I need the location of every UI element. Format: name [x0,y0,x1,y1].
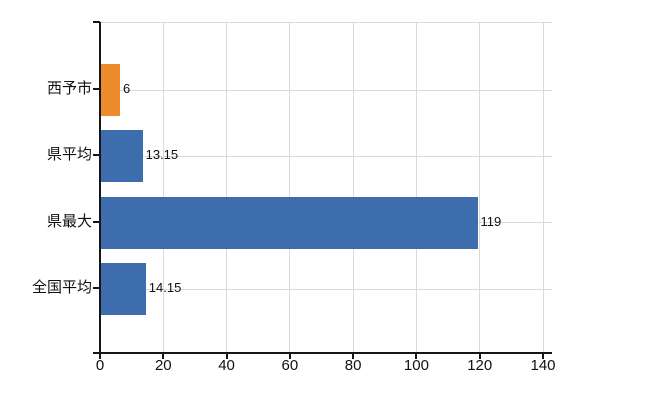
y-axis-top-tick [93,21,100,23]
x-axis-tick [415,354,418,359]
plot-area [100,22,552,354]
value-label: 119 [480,213,502,229]
horizontal-gridline [100,89,552,91]
y-axis-tick [93,88,100,90]
vertical-gridline [162,23,164,354]
x-axis-tick [542,354,544,359]
y-axis-tick [93,287,100,289]
y-axis-tick [93,154,100,157]
x-axis-tick [225,354,228,359]
x-tick-label: 60 [281,357,299,374]
vertical-gridline [479,23,481,354]
horizontal-gridline [100,288,552,290]
category-label: 県最大 [46,212,92,230]
x-tick-label: 0 [95,357,105,374]
y-axis-tick [93,220,100,223]
x-tick-label: 100 [403,357,429,374]
category-label: 西予市 [46,80,92,97]
x-tick-label: 40 [218,357,235,374]
x-tick-label: 120 [467,357,493,374]
value-label: 6 [122,81,131,96]
x-axis-tick [162,354,165,359]
vertical-gridline [352,23,354,354]
y-axis-line [99,22,101,353]
value-label: 13.15 [145,147,179,163]
bar-1 [101,64,120,116]
x-axis-tick [99,354,101,359]
x-axis-tick [352,354,355,359]
x-tick-label: 140 [530,357,556,374]
horizontal-gridline [100,155,552,157]
vertical-gridline [542,23,544,354]
x-tick-label: 20 [154,357,172,374]
vertical-gridline [415,23,417,354]
vertical-gridline [289,23,291,354]
category-label: 全国平均 [31,279,92,296]
bar-4 [101,263,146,315]
category-label: 県平均 [46,146,92,164]
vertical-gridline [226,23,228,354]
value-label: 14.15 [148,280,182,295]
x-axis-tick [288,354,291,359]
x-axis-tick [478,354,481,359]
x-tick-label: 80 [344,357,362,374]
x-axis-line [93,352,552,354]
bar-2 [101,130,143,183]
bar-3 [101,196,478,249]
